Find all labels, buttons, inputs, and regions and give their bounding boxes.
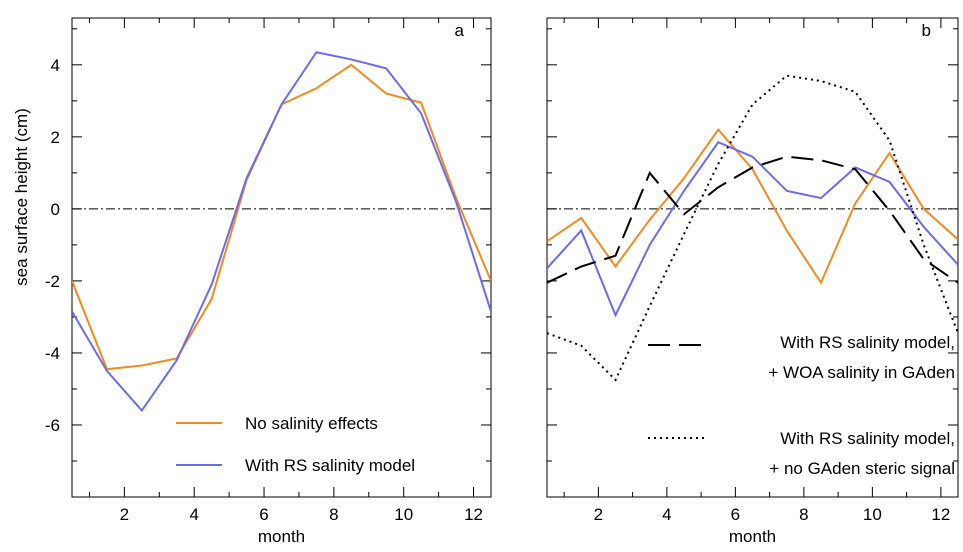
x-tick-label: 2	[594, 505, 603, 524]
legend-label: With RS salinity model,	[780, 333, 955, 352]
x-tick-label: 8	[799, 505, 808, 524]
x-tick-label: 10	[863, 505, 882, 524]
x-tick-label: 12	[931, 505, 950, 524]
y-tick-label: 2	[51, 128, 60, 147]
legend-label: + WOA salinity in GAden	[768, 363, 955, 382]
y-tick-label: -4	[45, 344, 60, 363]
y-axis-label: sea surface height (cm)	[12, 108, 31, 286]
series-line-2	[547, 141, 958, 318]
panel-letter: a	[455, 21, 465, 40]
x-axis-label: month	[258, 527, 305, 546]
panel-a: 2 4 6 8 10 12 -6 -4 -2 0 2 4 a month No salinity effec…	[45, 17, 492, 546]
x-tick-label: 2	[120, 505, 129, 524]
x-tick-label: 4	[189, 505, 198, 524]
y-tick-label: 4	[51, 56, 60, 75]
series-line-4	[547, 74, 958, 382]
series-line-1	[547, 128, 958, 285]
series-line-2	[72, 51, 491, 413]
series-line-1	[72, 63, 491, 371]
x-tick-label: 12	[464, 505, 483, 524]
y-tick-label: 0	[51, 200, 60, 219]
x-tick-label: 4	[662, 505, 671, 524]
x-tick-label: 6	[259, 505, 268, 524]
panel-b: 2 4 6 8 10 12 b month With RS salinity model, + W…	[546, 17, 959, 546]
legend-label: With RS salinity model	[245, 456, 415, 475]
plot-frame	[71, 17, 492, 498]
series-line-3	[547, 155, 958, 284]
legend-label: With RS salinity model,	[780, 429, 955, 448]
plot-frame	[546, 17, 959, 498]
x-axis-label: month	[729, 527, 776, 546]
y-tick-label: -2	[45, 272, 60, 291]
y-tick-label: -6	[45, 416, 60, 435]
x-tick-label: 8	[329, 505, 338, 524]
legend-label: + no GAden steric signal	[769, 459, 955, 478]
panel-letter: b	[922, 21, 931, 40]
x-tick-label: 6	[731, 505, 740, 524]
legend-label: No salinity effects	[245, 414, 378, 433]
x-tick-label: 10	[394, 505, 413, 524]
